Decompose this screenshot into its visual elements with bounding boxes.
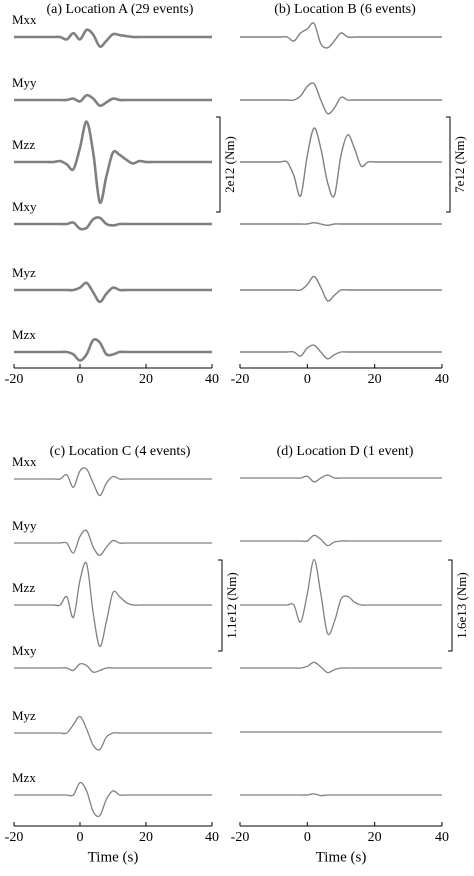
waveform <box>13 715 212 751</box>
x-tick-label: -20 <box>5 372 24 387</box>
panel-title: (d) Location D (1 event) <box>277 444 414 459</box>
x-tick-label: 20 <box>368 830 382 845</box>
x-tick-label: 20 <box>139 372 153 387</box>
waveform <box>240 558 443 636</box>
waveform <box>240 661 442 674</box>
component-label: Mzx <box>12 770 36 785</box>
waveform <box>14 28 212 48</box>
scale-bar <box>218 559 223 652</box>
waveform <box>240 127 442 198</box>
x-tick-label: 0 <box>304 372 311 387</box>
scale-bar-label: 7e12 (Nm) <box>452 136 467 193</box>
component-label: Mzz <box>12 580 35 595</box>
scale-bar-label: 1.1e12 (Nm) <box>224 572 239 638</box>
waveform <box>13 338 212 362</box>
x-axis-label: Time (s) <box>88 849 139 865</box>
waveform <box>239 344 442 360</box>
component-label: Mzx <box>12 327 36 342</box>
waveform <box>240 275 442 302</box>
panel-title: (b) Location B (6 events) <box>274 2 416 17</box>
waveform <box>14 662 212 673</box>
waveform <box>14 120 212 205</box>
component-label: Mxx <box>12 12 37 27</box>
x-tick-label: 0 <box>77 830 84 845</box>
component-label: Myz <box>12 265 36 280</box>
x-tick-label: 40 <box>435 372 449 387</box>
waveform <box>240 793 442 797</box>
x-axis-label: Time (s) <box>316 849 367 865</box>
component-label: Mxy <box>12 199 37 214</box>
waveform <box>14 93 212 108</box>
scale-bar <box>448 559 453 652</box>
waveform <box>240 221 442 227</box>
waveform <box>13 529 212 557</box>
x-tick-label: -20 <box>231 830 250 845</box>
component-label: Myy <box>12 75 37 90</box>
scale-bar-label: 2e12 (Nm) <box>222 136 237 193</box>
x-tick-label: 40 <box>205 830 219 845</box>
panel-title: (c) Location C (4 events) <box>50 444 191 459</box>
scale-bar <box>446 116 451 213</box>
scale-bar-label: 1.6e13 (Nm) <box>454 572 469 638</box>
waveform <box>14 281 212 304</box>
waveform <box>14 216 212 231</box>
x-tick-label: -20 <box>231 372 250 387</box>
component-label: Mxy <box>12 643 37 658</box>
waveform <box>240 474 442 483</box>
waveform <box>240 82 442 115</box>
component-label: Myy <box>12 518 37 533</box>
x-tick-label: -20 <box>5 830 24 845</box>
component-label: Mzz <box>12 137 35 152</box>
x-tick-label: 0 <box>304 830 311 845</box>
waveform <box>14 561 213 648</box>
scale-bar <box>216 116 221 213</box>
waveform <box>240 22 442 49</box>
x-tick-label: 40 <box>435 830 449 845</box>
waveform <box>13 467 212 497</box>
waveform <box>14 781 212 818</box>
x-tick-label: 0 <box>77 372 84 387</box>
component-label: Mxx <box>12 454 37 469</box>
component-label: Myz <box>12 708 36 723</box>
x-tick-label: 20 <box>368 372 382 387</box>
x-tick-label: 20 <box>139 830 153 845</box>
waveform <box>239 534 442 547</box>
x-tick-label: 40 <box>205 372 219 387</box>
panel-title: (a) Location A (29 events) <box>47 2 194 17</box>
